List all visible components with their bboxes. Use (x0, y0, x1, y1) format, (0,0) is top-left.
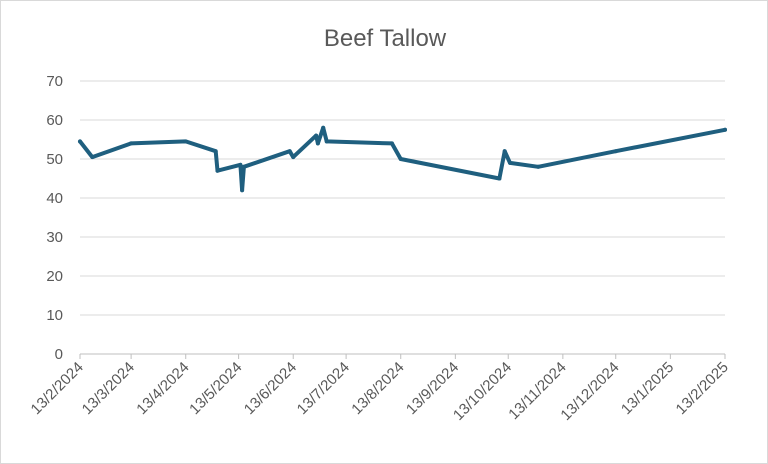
data-point (321, 125, 326, 130)
y-tick-label: 50 (46, 151, 63, 168)
data-point (502, 149, 507, 154)
data-point (613, 149, 618, 154)
data-point (90, 155, 95, 160)
data-point (497, 176, 502, 181)
x-tick-label: 13/3/2024 (79, 359, 138, 418)
x-tick-label: 13/2/2025 (673, 359, 732, 418)
data-point (213, 149, 218, 154)
x-tick-label: 13/4/2024 (133, 359, 192, 418)
x-tick-label: 13/8/2024 (348, 359, 407, 418)
y-tick-label: 20 (46, 268, 63, 285)
x-axis-ticks: 13/2/202413/3/202413/4/202413/5/202413/6… (28, 359, 732, 424)
y-tick-label: 0 (55, 346, 63, 363)
chart-title: Beef Tallow (324, 25, 447, 52)
data-point (183, 139, 188, 144)
data-point (723, 127, 727, 132)
data-point (78, 139, 82, 144)
data-point (315, 141, 320, 146)
data-point (287, 149, 292, 154)
data-point (508, 160, 512, 165)
y-axis-ticks: 0 10 20 30 40 50 60 70 (46, 73, 63, 363)
y-tick-label: 60 (46, 112, 63, 129)
data-point (389, 141, 394, 146)
y-tick-label: 40 (46, 190, 63, 207)
data-point (240, 188, 245, 193)
data-point (215, 168, 220, 173)
x-tick-label: 13/6/2024 (241, 359, 300, 418)
data-point (129, 141, 134, 146)
data-point (314, 133, 319, 138)
y-tick-label: 10 (46, 307, 63, 324)
x-tick-label: 13/5/2024 (186, 359, 245, 418)
y-tick-label: 30 (46, 229, 63, 246)
y-tick-label: 70 (46, 73, 63, 90)
data-point (241, 164, 246, 169)
x-tick-label: 13/2/2024 (28, 359, 87, 418)
x-axis (79, 353, 726, 359)
data-point (398, 157, 403, 161)
series-group (78, 125, 727, 193)
data-point (291, 155, 296, 160)
data-point (324, 139, 329, 144)
x-tick-label: 13/7/2024 (294, 359, 353, 418)
data-point (536, 164, 541, 169)
x-tick-label: 13/1/2025 (618, 359, 677, 418)
data-point (238, 162, 243, 167)
gridlines (80, 80, 725, 316)
